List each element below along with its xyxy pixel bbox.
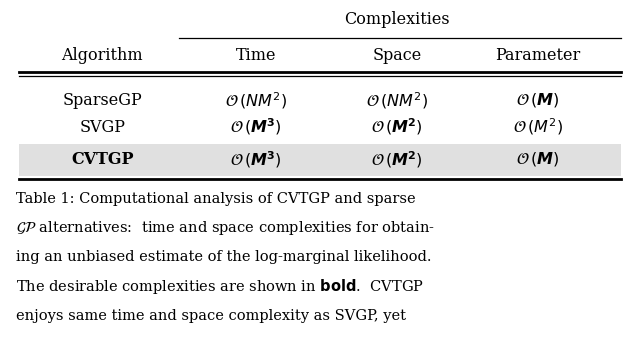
- Text: CVTGP: CVTGP: [71, 151, 134, 168]
- Text: $\mathcal{O}\,\left(M^2\right)$: $\mathcal{O}\,\left(M^2\right)$: [513, 117, 563, 137]
- Text: $\boldsymbol{\mathcal{O}}\,\left(\boldsymbol{M}^{\boldsymbol{2}}\right)$: $\boldsymbol{\mathcal{O}}\,\left(\boldsy…: [371, 149, 423, 170]
- Text: $\mathcal{O}\,\left(N M^2\right)$: $\mathcal{O}\,\left(N M^2\right)$: [366, 90, 428, 111]
- Text: Complexities: Complexities: [344, 11, 450, 28]
- Text: Time: Time: [236, 47, 276, 64]
- Text: Parameter: Parameter: [495, 47, 580, 64]
- Text: $\boldsymbol{\mathcal{O}}\,\left(\boldsymbol{M}\right)$: $\boldsymbol{\mathcal{O}}\,\left(\boldsy…: [516, 91, 559, 109]
- Text: SVGP: SVGP: [79, 118, 125, 136]
- Text: ing an unbiased estimate of the log-marginal likelihood.: ing an unbiased estimate of the log-marg…: [16, 250, 431, 265]
- Text: enjoys same time and space complexity as SVGP, yet: enjoys same time and space complexity as…: [16, 309, 406, 323]
- Text: $\mathcal{GP}$ alternatives:  time and space complexities for obtain-: $\mathcal{GP}$ alternatives: time and sp…: [16, 219, 435, 237]
- Text: $\boldsymbol{\mathcal{O}}\,\left(\boldsymbol{M}^{\boldsymbol{3}}\right)$: $\boldsymbol{\mathcal{O}}\,\left(\boldsy…: [230, 117, 282, 137]
- Text: Space: Space: [372, 47, 421, 64]
- Text: SparseGP: SparseGP: [63, 92, 142, 109]
- Text: Algorithm: Algorithm: [61, 47, 143, 64]
- Text: $\boldsymbol{\mathcal{O}}\,\left(\boldsymbol{M}^{\boldsymbol{2}}\right)$: $\boldsymbol{\mathcal{O}}\,\left(\boldsy…: [371, 117, 423, 137]
- Text: Table 1: Computational analysis of CVTGP and sparse: Table 1: Computational analysis of CVTGP…: [16, 192, 415, 206]
- Text: $\mathcal{O}\,\left(N M^2\right)$: $\mathcal{O}\,\left(N M^2\right)$: [225, 90, 287, 111]
- Text: $\boldsymbol{\mathcal{O}}\,\left(\boldsymbol{M}^{\boldsymbol{3}}\right)$: $\boldsymbol{\mathcal{O}}\,\left(\boldsy…: [230, 149, 282, 170]
- Bar: [19, 144, 621, 176]
- Text: The desirable complexities are shown in $\mathbf{bold}$.  CVTGP: The desirable complexities are shown in …: [16, 277, 424, 296]
- Text: $\boldsymbol{\mathcal{O}}\,\left(\boldsymbol{M}\right)$: $\boldsymbol{\mathcal{O}}\,\left(\boldsy…: [516, 150, 559, 168]
